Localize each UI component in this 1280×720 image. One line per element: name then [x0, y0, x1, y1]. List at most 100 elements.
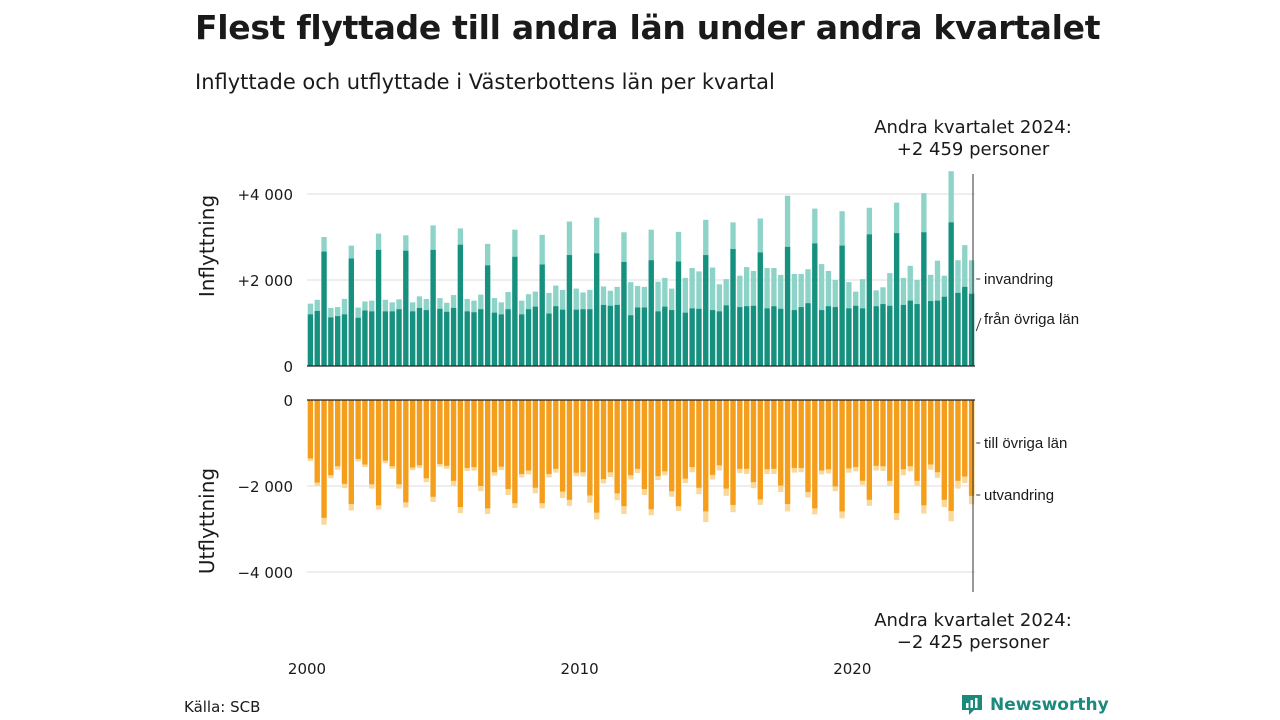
bar-inflow-other-counties — [546, 313, 552, 366]
source-note: Källa: SCB — [184, 698, 261, 716]
bar-inflow-other-counties — [955, 292, 961, 366]
bar-outflow-other-counties — [450, 400, 457, 481]
annotation-bottom-line1: Andra kvartalet 2024: — [874, 610, 1072, 631]
bar-outflow-other-counties — [941, 400, 947, 500]
bar-outflow-other-counties — [907, 400, 913, 467]
bar-inflow-other-counties — [641, 307, 648, 366]
bar-outflow-other-counties — [321, 400, 327, 518]
bar-inflow-other-counties — [846, 308, 852, 366]
bar-inflow-other-counties — [634, 307, 641, 366]
legend-label: till övriga län — [984, 435, 1067, 452]
bar-outflow-other-counties — [314, 400, 320, 483]
bar-outflow-other-counties — [375, 400, 382, 506]
bar-inflow-other-counties — [928, 301, 934, 366]
bar-inflow-other-counties — [341, 314, 348, 366]
chart-title: Flest flyttade till andra län under andr… — [195, 8, 1101, 47]
bar-inflow-other-counties — [478, 309, 484, 366]
bar-outflow-other-counties — [573, 400, 579, 473]
bar-outflow-other-counties — [594, 400, 600, 513]
annotation-top-line1: Andra kvartalet 2024: — [874, 117, 1072, 138]
bar-outflow-other-counties — [389, 400, 395, 467]
bar-outflow-other-counties — [934, 400, 941, 473]
bar-outflow-other-counties — [709, 400, 716, 475]
bar-inflow-other-counties — [314, 310, 320, 366]
y-axis-label-outflow: Utflyttning — [195, 468, 219, 574]
legend: invandring från övriga län till övriga län… — [975, 271, 1079, 504]
bar-outflow-other-counties — [587, 400, 593, 496]
bar-inflow-other-counties — [709, 310, 716, 366]
bar-outflow-other-counties — [784, 400, 791, 505]
bar-inflow-other-counties — [784, 246, 791, 366]
y-tick-label-outflow: 0 — [283, 392, 293, 410]
bar-inflow-other-counties — [416, 307, 423, 366]
bar-inflow-other-counties — [532, 306, 539, 366]
bar-outflow-other-counties — [921, 400, 927, 506]
bar-outflow-other-counties — [546, 400, 552, 474]
bar-inflow-other-counties — [948, 222, 954, 366]
bar-outflow-other-counties — [955, 400, 961, 481]
bar-outflow-other-counties — [880, 400, 886, 467]
bar-outflow-other-counties — [423, 400, 429, 479]
bar-inflow-other-counties — [866, 234, 873, 366]
bar-outflow-other-counties — [655, 400, 661, 477]
bar-inflow-other-counties — [525, 309, 532, 366]
bar-outflow-other-counties — [730, 400, 736, 505]
bar-inflow-other-counties — [798, 307, 804, 366]
annotation-bottom-line2: −2 425 personer — [897, 632, 1050, 653]
bar-outflow-other-counties — [628, 400, 634, 476]
bar-inflow-other-counties — [614, 304, 620, 366]
bar-outflow-other-counties — [512, 400, 518, 504]
bar-outflow-other-counties — [464, 400, 470, 468]
bar-outflow-other-counties — [805, 400, 811, 493]
bar-outflow-other-counties — [621, 400, 627, 507]
bar-inflow-other-counties — [580, 309, 586, 366]
legend-leader — [975, 317, 982, 332]
bar-inflow-other-counties — [716, 311, 723, 366]
bar-outflow-other-counties — [812, 400, 818, 509]
bar-inflow-other-counties — [914, 304, 920, 366]
bar-outflow-other-counties — [914, 400, 920, 481]
bar-inflow-other-counties — [628, 315, 634, 366]
bar-inflow-other-counties — [887, 305, 893, 366]
bar-outflow-other-counties — [566, 400, 573, 500]
bar-inflow-other-counties — [505, 309, 511, 366]
bar-outflow-other-counties — [689, 400, 695, 468]
bar-outflow-other-counties — [539, 400, 545, 504]
bar-outflow-other-counties — [437, 400, 443, 465]
bar-inflow-other-counties — [600, 304, 607, 366]
bar-outflow-other-counties — [409, 400, 416, 468]
bar-inflow-other-counties — [771, 306, 777, 366]
bar-outflow-other-counties — [928, 400, 934, 465]
bar-inflow-other-counties — [491, 312, 498, 366]
legend-label: från övriga län — [984, 311, 1079, 328]
legend-label: utvandring — [984, 487, 1054, 504]
bar-outflow-other-counties — [634, 400, 641, 469]
bar-inflow-other-counties — [703, 255, 709, 366]
newsworthy-logo-icon — [962, 695, 982, 715]
bar-inflow-other-counties — [805, 303, 811, 366]
bar-outflow-other-counties — [675, 400, 682, 507]
bar-inflow-other-counties — [880, 304, 886, 366]
bar-outflow-other-counties — [743, 400, 750, 469]
bar-outflow-other-counties — [505, 400, 511, 490]
bar-inflow-other-counties — [348, 258, 354, 366]
y-axis-label-inflow: Inflyttning — [195, 195, 219, 297]
bar-outflow-other-counties — [764, 400, 770, 470]
bar-outflow-other-counties — [798, 400, 804, 468]
bar-inflow-other-counties — [328, 317, 334, 366]
bar-outflow-other-counties — [362, 400, 368, 465]
bar-outflow-other-counties — [457, 400, 464, 508]
y-tick-label-outflow: −4 000 — [237, 564, 293, 582]
bar-inflow-other-counties — [573, 309, 579, 366]
bar-inflow-other-counties — [968, 293, 975, 366]
bar-outflow-other-counties — [559, 400, 566, 492]
bar-inflow-other-counties — [907, 300, 913, 366]
bar-outflow-other-counties — [832, 400, 838, 487]
inflow-bars — [307, 171, 975, 366]
axes: 0 +2 000 +4 000 0 −2 000 −4 000 — [237, 186, 975, 582]
bar-inflow-other-counties — [689, 308, 695, 366]
bar-outflow-other-counties — [716, 400, 723, 466]
bar-outflow-other-counties — [682, 400, 688, 479]
bar-inflow-other-counties — [839, 245, 845, 366]
bar-outflow-other-counties — [307, 400, 314, 459]
